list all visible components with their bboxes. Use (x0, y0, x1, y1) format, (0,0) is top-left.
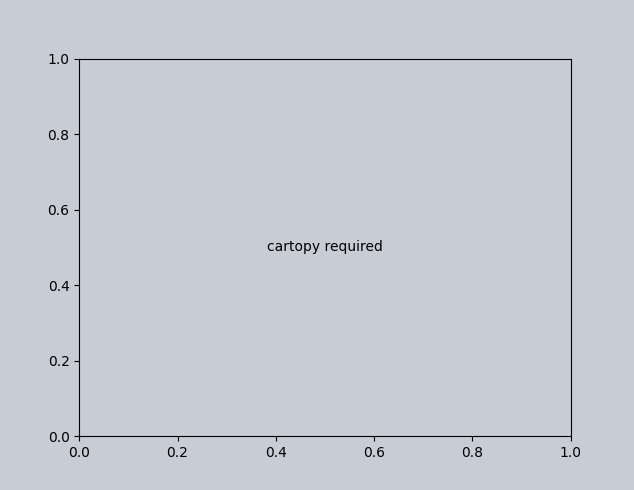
Text: cartopy required: cartopy required (267, 241, 383, 254)
